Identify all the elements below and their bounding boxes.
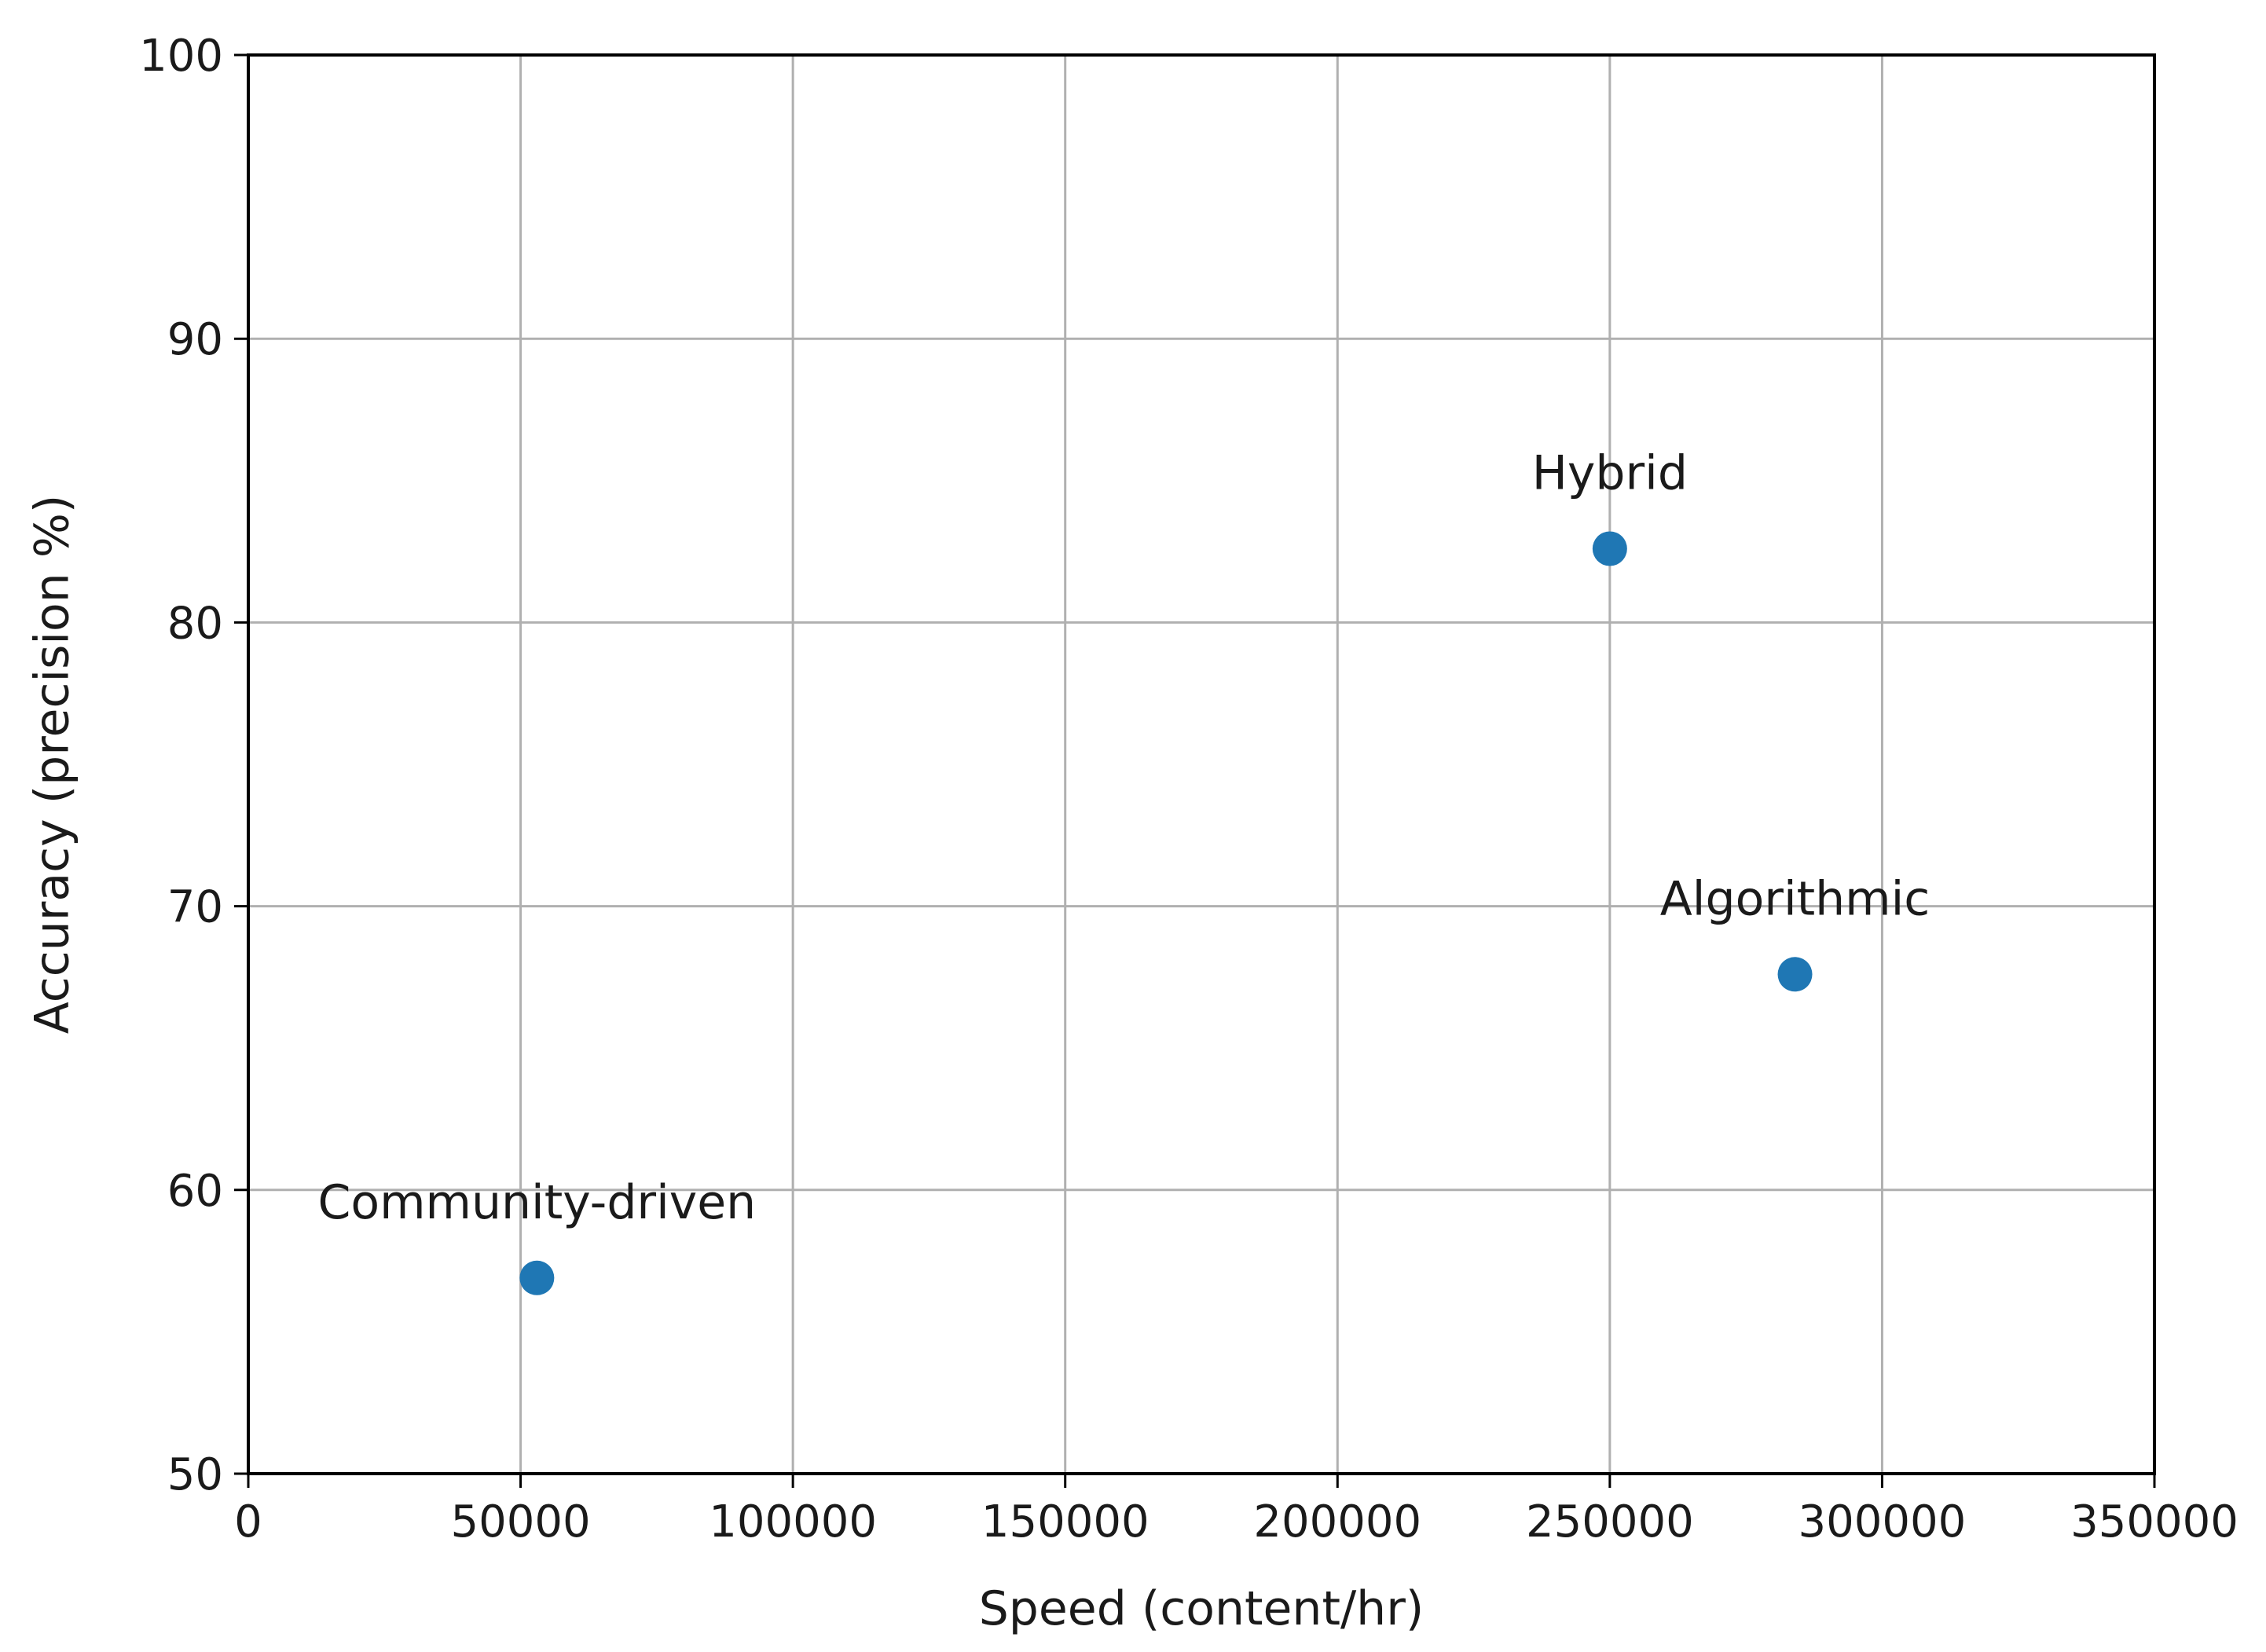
y-tick-label: 50 <box>167 1449 223 1500</box>
y-tick-label: 100 <box>139 31 223 82</box>
x-tick-label: 350000 <box>2070 1496 2238 1548</box>
data-point <box>519 1260 555 1295</box>
y-tick-label: 90 <box>167 314 223 365</box>
y-tick-label: 70 <box>167 882 223 933</box>
x-axis-label: Speed (content/hr) <box>979 1581 1424 1636</box>
data-point-label: Hybrid <box>1532 445 1688 500</box>
y-axis-label: Accuracy (precision %) <box>25 495 80 1035</box>
x-axis-ticks: 0 50000 100000 150000 200000 250000 300000 3500… <box>234 1474 2238 1548</box>
y-tick-label: 60 <box>167 1166 223 1217</box>
data-point <box>1777 957 1813 992</box>
x-tick-label: 300000 <box>1798 1496 1967 1548</box>
x-tick-label: 250000 <box>1526 1496 1694 1548</box>
data-point-label: Community-driven <box>317 1175 756 1230</box>
data-points: Community-driven Hybrid Algorithmic <box>317 445 1930 1295</box>
x-tick-label: 100000 <box>709 1496 877 1548</box>
x-tick-label: 200000 <box>1253 1496 1421 1548</box>
x-tick-label: 0 <box>234 1496 262 1548</box>
y-axis-ticks: 50 60 70 80 90 100 <box>139 31 248 1500</box>
plot-frame <box>247 53 2156 1475</box>
data-point <box>1592 531 1627 566</box>
x-tick-label: 50000 <box>450 1496 590 1548</box>
y-tick-label: 80 <box>167 598 223 649</box>
x-tick-label: 150000 <box>981 1496 1150 1548</box>
data-point-label: Algorithmic <box>1660 871 1930 926</box>
